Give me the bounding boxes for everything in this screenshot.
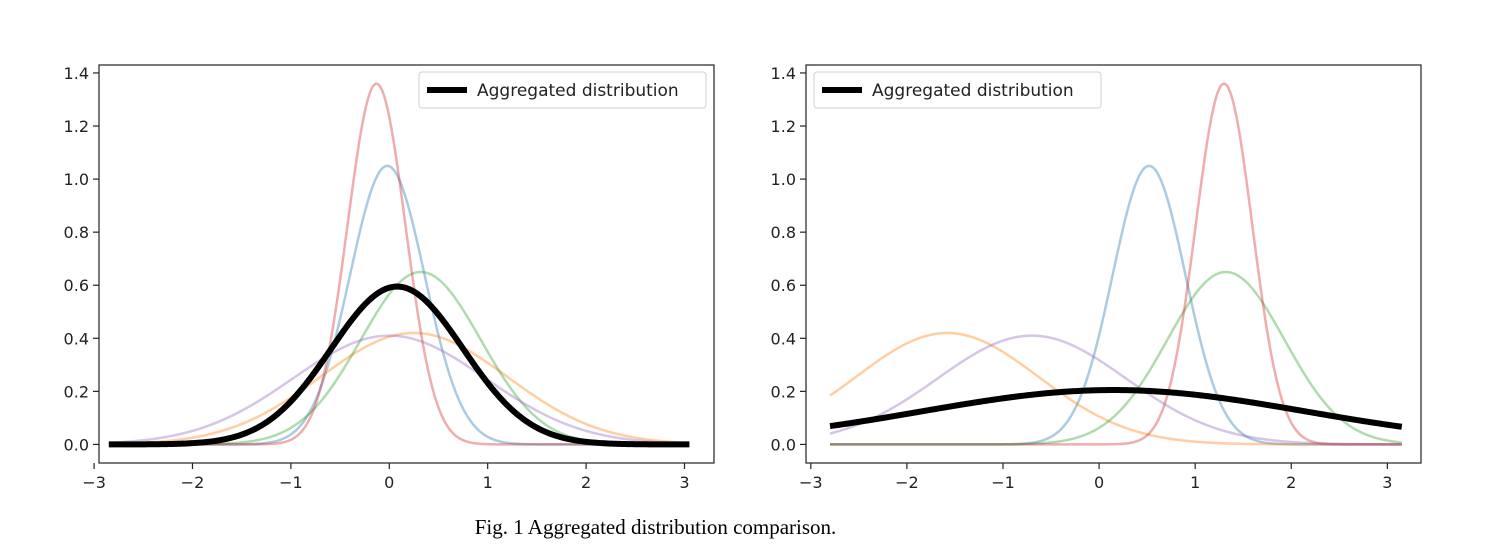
series-line-5 xyxy=(108,334,690,445)
x-tick-label: −2 xyxy=(181,473,205,492)
y-tick-label: 1.0 xyxy=(64,170,89,189)
x-tick-label: −1 xyxy=(279,473,303,492)
x-tick-label: 0 xyxy=(1094,473,1104,492)
aggregated-distribution-line xyxy=(107,283,691,448)
right-chart-panel: −3 −2 −1 0 1 2 3 0.0 0.2 0.4 0.6 0.8 1.0 1.2 1.4 Aggreg… xyxy=(771,64,1422,492)
series-line-3 xyxy=(108,270,690,446)
legend-box xyxy=(418,71,707,109)
axes-frame xyxy=(805,64,1422,464)
x-tick-label: 2 xyxy=(581,473,591,492)
series-line-1 xyxy=(830,164,1402,446)
series-line-4 xyxy=(830,82,1402,446)
series-line-2 xyxy=(108,331,690,446)
legend-box xyxy=(813,71,1102,109)
x-tick-label: 3 xyxy=(1382,473,1392,492)
x-tick-label: 2 xyxy=(1286,473,1296,492)
x-tick-label: −3 xyxy=(799,473,823,492)
y-tick-label: 0.0 xyxy=(64,435,89,454)
legend: Aggregated distribution xyxy=(813,71,1102,109)
series-line-3 xyxy=(830,270,1402,446)
x-tick-label: 0 xyxy=(384,473,394,492)
aggregated-distribution-line xyxy=(828,387,1403,430)
series-line-4 xyxy=(108,82,690,446)
x-tick-label: 3 xyxy=(679,473,689,492)
y-tick-label: 0.6 xyxy=(64,276,89,295)
y-tick-label: 0.4 xyxy=(64,329,89,348)
series-line-5 xyxy=(829,334,1402,446)
y-tick-label: 1.0 xyxy=(771,170,796,189)
left-chart-panel: −3 −2 −1 0 1 2 3 0.0 0.2 0.4 0.6 0.8 1.0 1.2 1.4 Aggreg… xyxy=(64,64,715,492)
y-tick-label: 1.2 xyxy=(771,117,796,136)
x-tick-label: −1 xyxy=(991,473,1015,492)
series-line-1 xyxy=(108,164,690,446)
y-tick-label: 0.2 xyxy=(64,382,89,401)
y-tick-label: 0.2 xyxy=(771,382,796,401)
x-tick-label: −2 xyxy=(895,473,919,492)
y-tick-label: 0.0 xyxy=(771,435,796,454)
y-tick-label: 0.4 xyxy=(771,329,796,348)
x-tick-label: 1 xyxy=(1190,473,1200,492)
legend-label: Aggregated distribution xyxy=(872,81,1074,101)
y-tick-label: 1.2 xyxy=(64,117,89,136)
series-group xyxy=(828,82,1403,446)
legend: Aggregated distribution xyxy=(418,71,707,109)
series-line-2 xyxy=(829,331,1402,446)
figure-caption: Fig. 1 Aggregated distribution compariso… xyxy=(474,515,837,539)
series-group xyxy=(107,82,691,448)
y-tick-label: 1.4 xyxy=(64,64,89,83)
axes-frame xyxy=(98,64,715,464)
y-tick-label: 0.8 xyxy=(64,223,89,242)
x-tick-label: 1 xyxy=(483,473,493,492)
y-tick-label: 0.8 xyxy=(771,223,796,242)
y-tick-label: 0.6 xyxy=(771,276,796,295)
x-tick-label: −3 xyxy=(82,473,106,492)
y-tick-label: 1.4 xyxy=(771,64,796,83)
legend-label: Aggregated distribution xyxy=(477,81,679,101)
